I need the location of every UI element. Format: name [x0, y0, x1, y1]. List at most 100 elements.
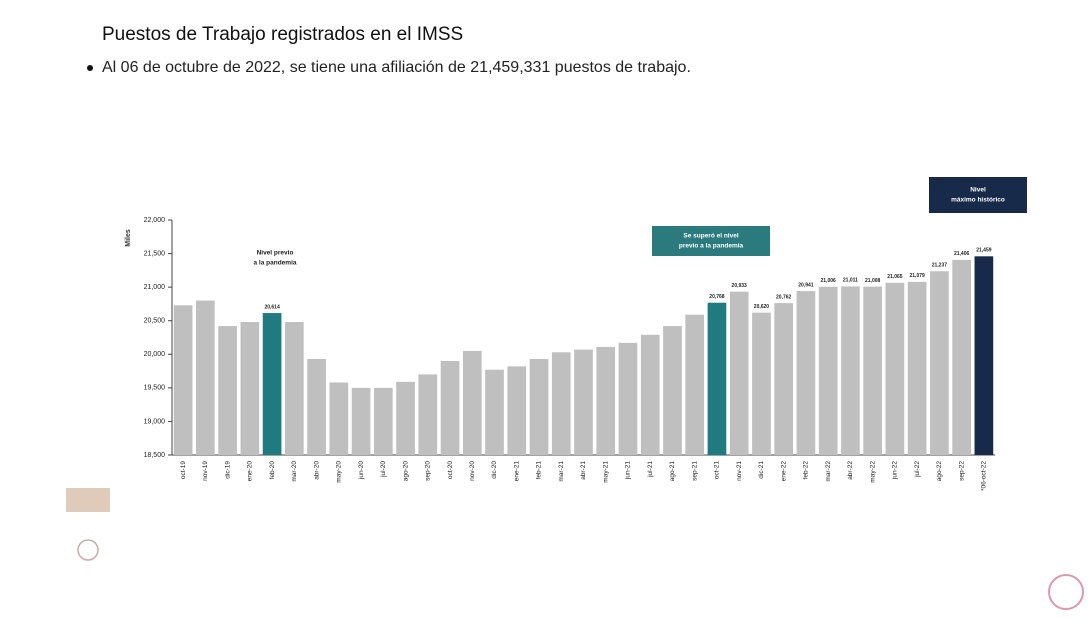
x-tick-label: jul-21 — [647, 461, 654, 478]
bar — [752, 312, 771, 455]
x-tick-label: sep-22 — [958, 461, 965, 481]
x-tick-label: oct-20 — [447, 461, 454, 479]
x-tick-label: jul-22 — [914, 461, 921, 478]
value-label: 21,008 — [865, 278, 881, 284]
x-tick-label: dic-21 — [758, 461, 765, 479]
x-tick-label: abr-20 — [313, 461, 320, 480]
bar — [640, 334, 660, 455]
x-tick-label: jun-21 — [625, 461, 632, 480]
annotation-text: a la pandemia — [254, 260, 297, 267]
bar — [240, 322, 260, 455]
x-tick-label: may-21 — [602, 461, 609, 483]
x-tick-label: nov-19 — [202, 461, 209, 481]
bullet-dot — [87, 65, 93, 71]
bar — [685, 314, 705, 455]
x-tick-label: ene-20 — [247, 461, 254, 482]
y-tick-label: 18,500 — [144, 452, 166, 459]
x-tick-label: feb-22 — [803, 461, 810, 480]
value-label: 20,933 — [732, 283, 748, 289]
bar — [729, 291, 749, 455]
bar — [529, 358, 549, 455]
x-tick-label: sep-21 — [691, 461, 698, 481]
bar — [818, 286, 838, 455]
y-tick-label: 20,000 — [144, 351, 166, 358]
bar — [952, 259, 971, 455]
bar — [418, 374, 438, 455]
y-tick-label: 19,000 — [144, 418, 166, 425]
y-tick-label: 20,500 — [144, 318, 166, 325]
y-tick-label: 19,500 — [144, 385, 166, 392]
bar — [930, 271, 949, 455]
value-label: 20,762 — [776, 294, 792, 300]
bar — [774, 303, 794, 455]
x-tick-label: feb-21 — [536, 461, 543, 480]
y-axis-label: Miles — [125, 229, 132, 247]
annotation-text: Se superó el nivel — [683, 233, 738, 240]
value-label: 21,406 — [954, 251, 970, 257]
x-tick-label: *06-oct-22 — [981, 461, 988, 491]
bullet-text: Al 06 de octubre de 2022, se tiene una a… — [102, 59, 691, 76]
bar — [284, 322, 304, 455]
bar — [218, 326, 237, 455]
bar — [196, 300, 215, 455]
bar — [796, 291, 816, 455]
x-tick-label: dic-20 — [491, 461, 498, 479]
bar — [440, 361, 460, 455]
x-tick-label: ago-20 — [402, 461, 409, 482]
bar — [262, 313, 282, 455]
bar — [507, 366, 527, 455]
annotation-text: máximo histórico — [951, 197, 1005, 204]
y-tick-label: 21,500 — [144, 250, 166, 257]
annotation-box — [929, 177, 1027, 213]
value-label: 21,006 — [821, 278, 837, 284]
bar — [907, 281, 927, 455]
x-tick-label: oct-19 — [180, 461, 187, 479]
bar — [596, 346, 616, 455]
x-tick-label: abr-21 — [580, 461, 587, 480]
bar — [307, 358, 326, 455]
bar — [173, 305, 193, 455]
value-label: 20,941 — [798, 282, 814, 288]
value-label: 21,079 — [910, 273, 926, 279]
logo — [66, 488, 1084, 610]
x-tick-label: oct-21 — [714, 461, 721, 479]
bar — [663, 326, 682, 455]
slide-title: Puestos de Trabajo registrados en el IMS… — [102, 24, 463, 45]
y-tick-label: 21,000 — [144, 284, 166, 291]
x-tick-label: jun-20 — [358, 461, 365, 480]
bar — [841, 286, 860, 455]
value-label: 20,614 — [264, 304, 280, 310]
bar — [885, 282, 905, 455]
value-label: 20,768 — [709, 294, 725, 300]
bar — [396, 381, 415, 455]
bar — [974, 256, 994, 455]
x-tick-label: mar-22 — [825, 461, 832, 482]
value-label: 20,620 — [754, 304, 770, 310]
annotation-box — [652, 226, 770, 256]
bar — [574, 349, 593, 455]
x-tick-label: abr-22 — [847, 461, 854, 480]
bar — [551, 352, 571, 455]
x-tick-label: ene-22 — [780, 461, 787, 482]
bar — [707, 302, 727, 455]
value-label: 21,011 — [843, 278, 858, 284]
x-tick-label: may-22 — [869, 461, 876, 483]
x-tick-label: nov-21 — [736, 461, 743, 481]
bar — [485, 369, 504, 455]
x-tick-label: ago-22 — [936, 461, 943, 482]
value-label: 21,459 — [976, 248, 992, 254]
x-tick-label: sep-20 — [425, 461, 432, 481]
bar — [373, 387, 393, 455]
x-tick-label: ago-21 — [669, 461, 676, 482]
x-tick-label: jul-20 — [380, 461, 387, 478]
x-tick-label: feb-20 — [269, 461, 276, 480]
annotation-text: previo a la pandemia — [679, 243, 744, 250]
x-tick-label: mar-20 — [291, 461, 298, 482]
value-label: 21,237 — [932, 263, 948, 269]
x-tick-label: dic-19 — [224, 461, 231, 479]
bar — [351, 387, 371, 455]
x-tick-label: nov-20 — [469, 461, 476, 481]
bar — [618, 342, 638, 455]
